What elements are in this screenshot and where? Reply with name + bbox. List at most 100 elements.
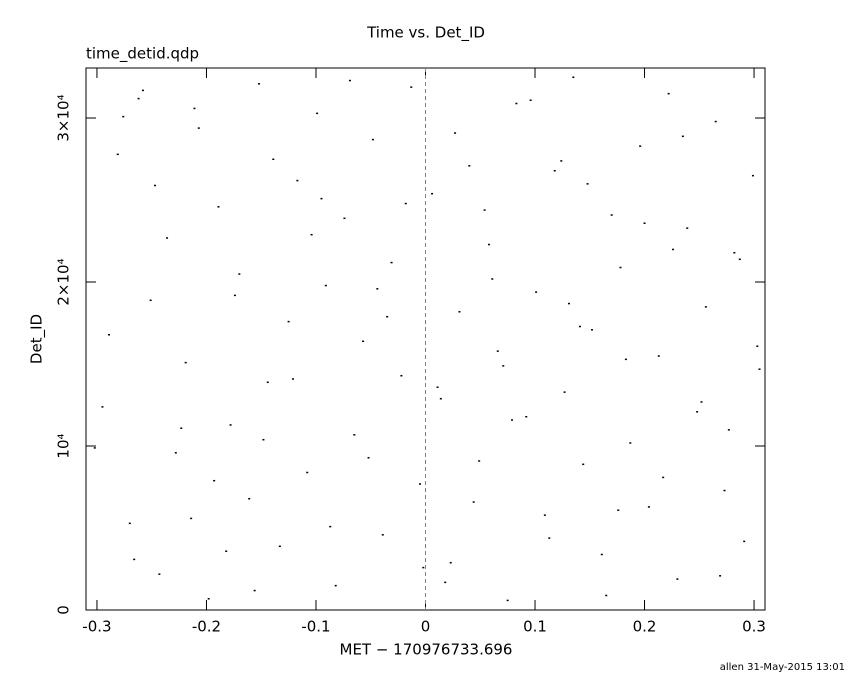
point [511,419,514,421]
x-tick-label: -0.2 [192,618,221,636]
point [371,138,374,141]
point [458,311,461,313]
point [472,501,475,503]
point [733,251,736,254]
y-tick-label: 3×10⁴ [55,94,73,141]
point [662,476,665,479]
point [128,522,131,525]
point [306,471,309,474]
y-axis-label: Det_ID [28,314,47,364]
point [101,406,104,408]
x-tick-label: 0.2 [633,618,657,636]
point [348,79,351,82]
point [751,174,754,177]
point [672,248,675,251]
point [449,561,452,564]
point [578,325,581,328]
x-tick-label: -0.1 [301,618,330,636]
point [488,243,491,246]
point [266,381,269,384]
point [253,589,256,592]
x-tick-label: 0 [421,618,431,636]
point [278,545,281,548]
point [225,550,228,552]
point [676,578,679,580]
point [700,401,703,403]
point [525,415,528,418]
point [334,584,337,587]
point [478,460,481,462]
point [704,306,707,308]
point [316,112,319,115]
point [400,374,403,377]
plot-frame [85,67,766,611]
x-tick-label: -0.3 [82,618,111,636]
point [93,447,96,449]
point [543,514,546,516]
point [454,132,457,134]
point [229,424,232,426]
point [238,273,241,275]
y-tick-label: 10⁴ [55,433,73,458]
point [193,107,196,110]
point [590,329,593,331]
point [141,89,144,92]
x-axis-label: MET − 170976733.696 [340,641,513,659]
point [758,368,761,370]
point [272,158,275,161]
point [180,427,183,429]
point [153,184,156,187]
point [491,278,494,280]
point [560,160,563,162]
point [287,320,290,323]
point [422,566,425,569]
point [184,361,187,364]
point [686,227,689,229]
chart-title: Time vs. Det_ID [366,24,485,43]
point [258,83,261,85]
point [436,386,439,388]
chart-subtitle: time_detid.qdp [86,45,199,64]
point [756,345,759,347]
point [404,202,407,205]
point [567,302,570,305]
x-tick-label: 0.3 [742,618,766,636]
point [174,452,177,454]
point [431,192,434,195]
point [727,429,730,431]
point [137,97,140,100]
point [502,365,505,367]
point [714,120,717,123]
point [410,86,413,88]
point [353,434,356,436]
point [624,358,627,361]
point [610,214,613,216]
point [320,197,323,200]
point [586,183,589,185]
point [483,209,486,211]
point [444,581,447,584]
point [381,534,384,536]
point [310,233,313,236]
point [719,575,722,577]
point [158,573,161,575]
point [213,479,216,482]
point [262,438,265,441]
footer: allen 31-May-2015 13:01 [720,662,845,673]
y-tick-label: 2×10⁴ [55,258,73,305]
point [535,291,538,293]
point [190,517,193,520]
point [217,206,220,208]
point [376,288,379,290]
point [548,537,551,539]
point [600,553,603,556]
point [553,169,556,172]
point [647,506,650,508]
point [362,340,365,343]
point [197,127,200,129]
point [468,165,471,167]
point [629,442,632,444]
point [696,411,699,413]
point [386,315,389,318]
